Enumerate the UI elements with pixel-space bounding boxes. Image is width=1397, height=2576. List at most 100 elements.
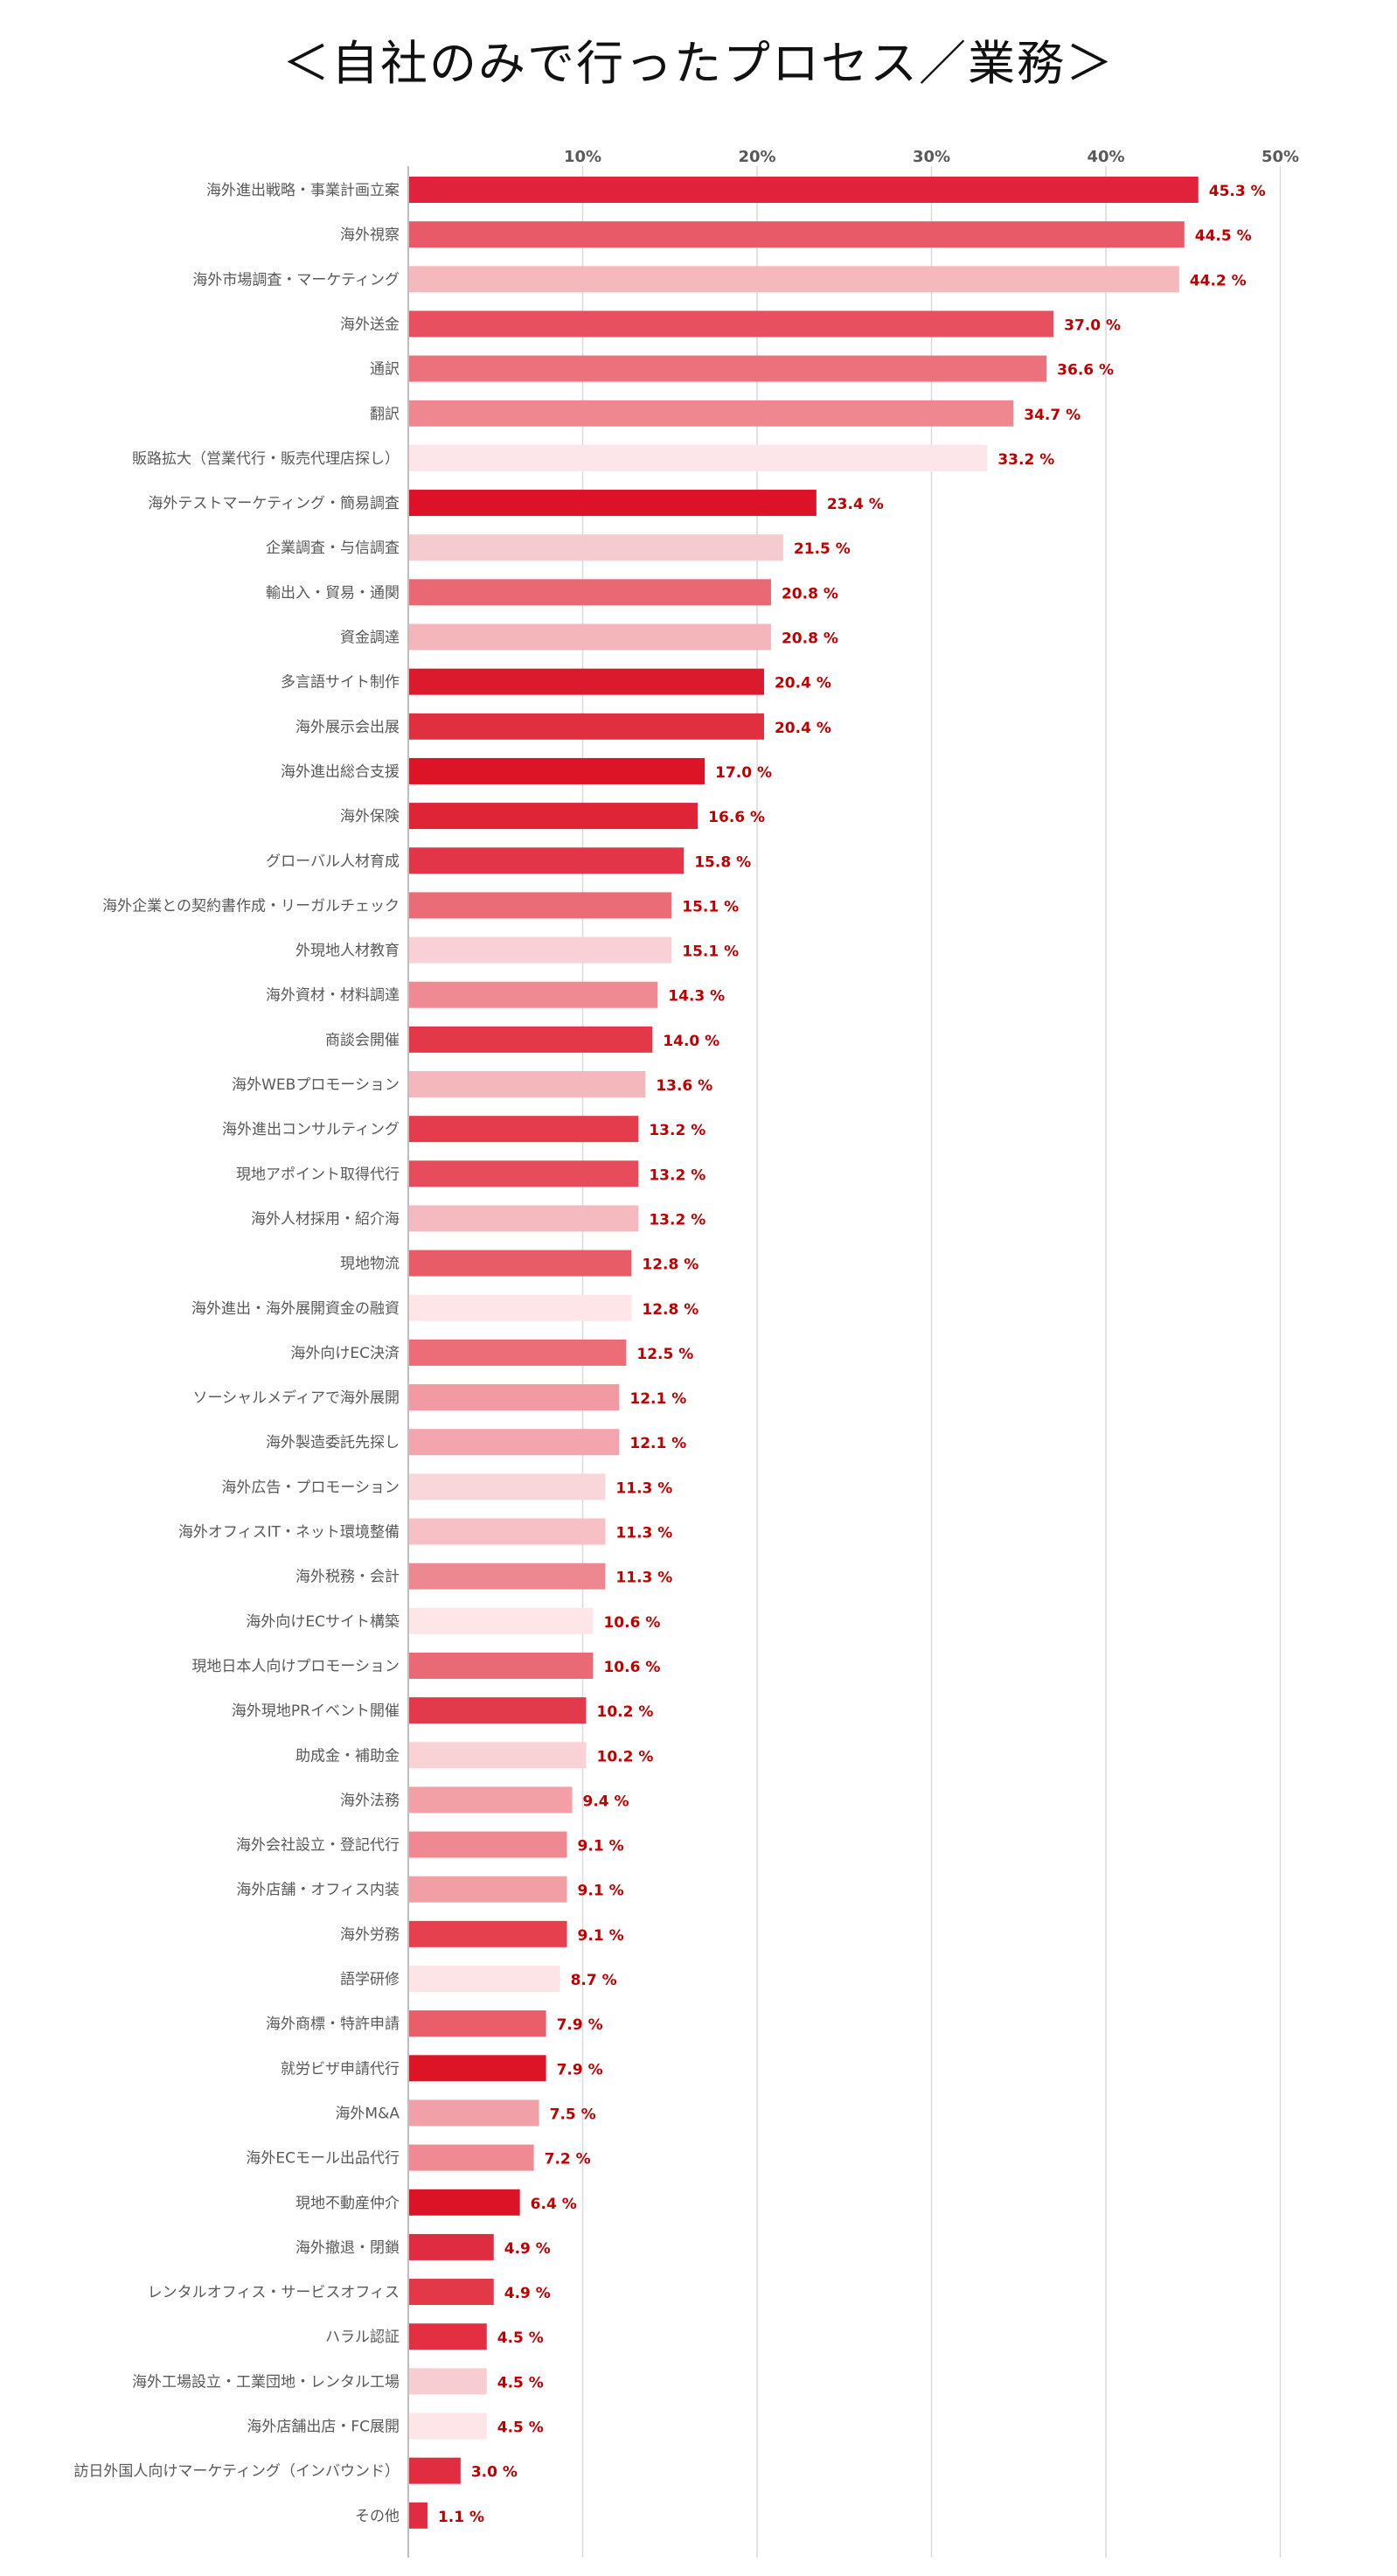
category-label: 多言語サイト制作 (281, 674, 400, 692)
category-label: 海外進出コンサルティング (222, 1121, 400, 1138)
bar (408, 713, 764, 740)
category-label: 海外税務・会計 (295, 1569, 400, 1586)
value-label: 12.1 % (629, 1390, 686, 1408)
category-label: 海外向けEC決済 (290, 1345, 400, 1362)
bar (408, 1966, 560, 1992)
value-label: 15.1 % (682, 898, 739, 916)
value-label: 10.6 % (603, 1659, 660, 1676)
value-label: 9.1 % (578, 1838, 624, 1855)
category-label: 外現地人材教育 (295, 943, 400, 960)
category-label: 海外会社設立・登記代行 (236, 1837, 400, 1855)
category-label: 海外広告・プロモーション (221, 1479, 400, 1496)
bar (408, 1876, 567, 1903)
value-label: 12.5 % (636, 1346, 693, 1363)
value-label: 37.0 % (1064, 317, 1121, 334)
value-label: 4.9 % (504, 2285, 551, 2302)
bar (408, 177, 1199, 203)
value-label: 6.4 % (531, 2196, 577, 2213)
value-label: 7.9 % (557, 2016, 603, 2034)
bar (408, 400, 1014, 427)
value-label: 12.8 % (642, 1301, 698, 1319)
bar (408, 936, 672, 964)
category-label: 海外商標・特許申請 (266, 2016, 400, 2033)
x-tick-label: 30% (913, 148, 950, 166)
value-label: 11.3 % (615, 1570, 672, 1587)
bar (408, 1518, 606, 1545)
category-labels: 海外進出戦略・事業計画立案海外視察海外市場調査・マーケティング海外送金通訳翻訳販… (73, 182, 400, 2525)
value-label: 14.3 % (668, 988, 725, 1006)
value-label: 8.7 % (571, 1972, 617, 1989)
value-label: 21.5 % (794, 540, 851, 558)
value-label: 3.0 % (471, 2464, 518, 2482)
category-label: 海外向けECサイト構築 (246, 1613, 400, 1631)
bar (408, 668, 764, 695)
value-label: 4.5 % (497, 2419, 544, 2437)
category-label: 海外工場設立・工業団地・レンタル工場 (132, 2373, 400, 2391)
bar (408, 1160, 639, 1187)
category-label: 海外市場調査・マーケティング (192, 271, 400, 289)
category-label: 海外オフィスIT・ネット環境整備 (178, 1524, 400, 1542)
value-label: 12.1 % (629, 1435, 686, 1452)
bar (408, 490, 817, 517)
category-label: ソーシャルメディアで海外展開 (193, 1389, 400, 1407)
category-label: 語学研修 (340, 1971, 400, 1988)
value-label: 4.9 % (504, 2240, 551, 2258)
bar (408, 892, 672, 919)
value-label: 44.5 % (1195, 227, 1252, 245)
value-label: 10.2 % (596, 1748, 653, 1765)
value-label: 33.2 % (997, 451, 1054, 469)
value-label: 44.2 % (1190, 272, 1247, 289)
category-label: 海外法務 (340, 1792, 400, 1809)
value-label: 7.2 % (545, 2151, 591, 2169)
category-label: 海外現地PRイベント開催 (232, 1702, 400, 1720)
bar (408, 1071, 646, 1097)
category-label: 販路拡大（営業代行・販売代理店探し） (132, 450, 400, 468)
category-label: 海外製造委託先探し (266, 1434, 400, 1452)
bar (408, 2144, 534, 2171)
bar (408, 1205, 639, 1232)
value-label: 36.6 % (1057, 362, 1114, 379)
bar (408, 1831, 567, 1858)
category-label: レンタルオフィス・サービスオフィス (148, 2284, 400, 2301)
category-label: 海外企業との契約書作成・リーガルチェック (102, 897, 400, 915)
bar (408, 2368, 487, 2395)
value-label: 10.6 % (603, 1614, 660, 1632)
bar (408, 803, 698, 830)
category-label: その他 (355, 2508, 400, 2525)
x-tick-label: 20% (738, 148, 775, 166)
bar (408, 981, 658, 1008)
bar (408, 1652, 594, 1679)
category-label: グローバル人材育成 (266, 853, 400, 870)
bar (408, 2457, 461, 2484)
bar (408, 444, 988, 471)
value-label: 13.2 % (649, 1211, 705, 1229)
value-label: 20.8 % (782, 630, 838, 648)
value-label: 20.4 % (775, 675, 831, 693)
bar (408, 1294, 632, 1321)
category-label: 通訳 (370, 361, 400, 379)
value-label: 4.5 % (497, 2374, 544, 2392)
category-label: 海外視察 (340, 226, 400, 244)
bar (408, 1473, 606, 1500)
value-label: 9.1 % (578, 1927, 624, 1945)
value-label: 34.7 % (1024, 407, 1081, 424)
value-label: 4.5 % (497, 2329, 544, 2347)
value-label: 9.4 % (583, 1793, 629, 1810)
value-label: 45.3 % (1209, 183, 1266, 200)
bar (408, 2189, 520, 2216)
category-label: 翻訳 (370, 406, 400, 423)
bar (408, 1026, 653, 1053)
category-label: 資金調達 (340, 630, 400, 647)
bar (408, 1339, 627, 1366)
bar (408, 1116, 639, 1143)
bars (408, 177, 1199, 2529)
bar (408, 2323, 487, 2350)
value-label: 12.8 % (642, 1257, 698, 1274)
value-label: 15.1 % (682, 943, 739, 961)
x-tick-label: 10% (564, 148, 601, 166)
bar (408, 2279, 494, 2306)
category-label: 助成金・補助金 (295, 1747, 400, 1765)
bar (408, 2412, 487, 2440)
bar (408, 1920, 567, 1947)
bar (408, 2010, 546, 2037)
